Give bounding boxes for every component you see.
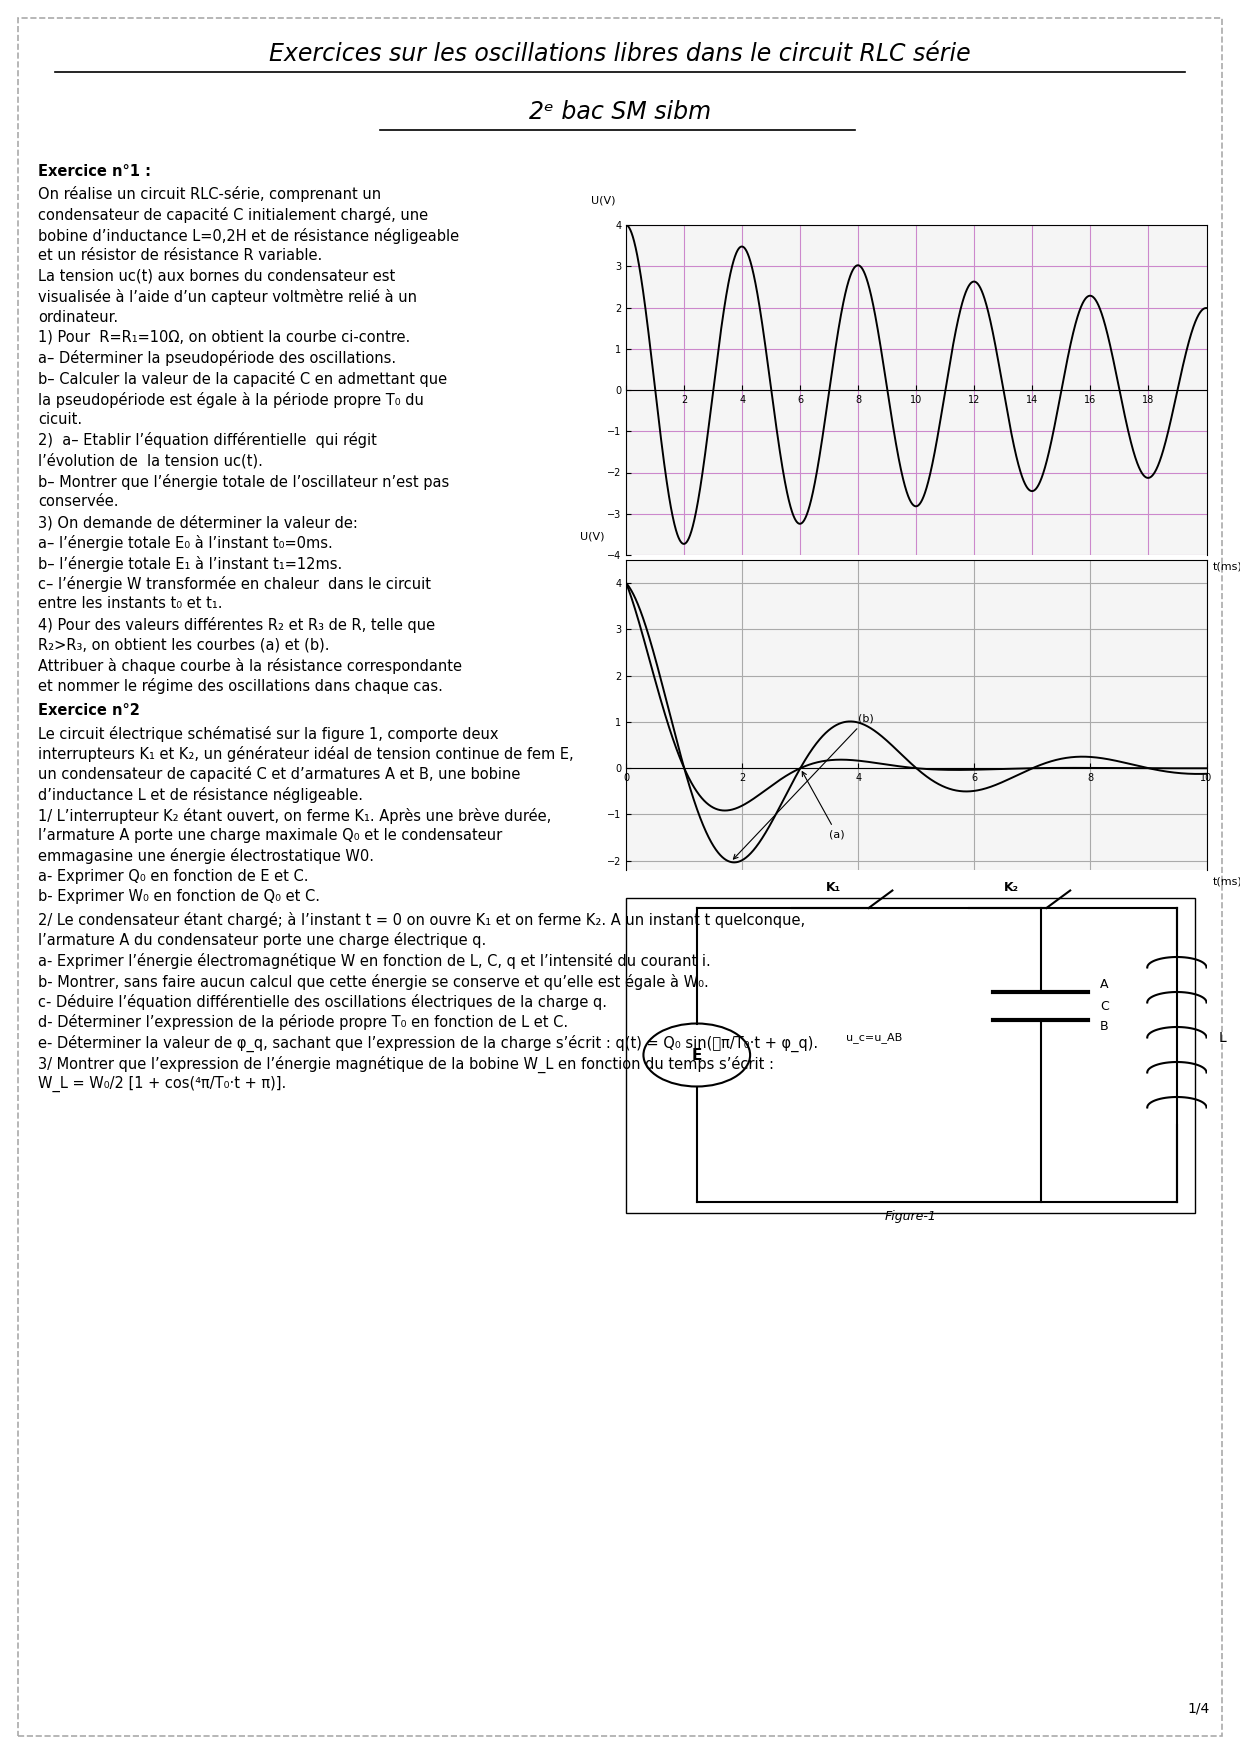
Text: conservée.: conservée. [38,495,119,509]
Text: Figure-1: Figure-1 [884,1210,936,1223]
Text: On réalise un circuit RLC-série, comprenant un: On réalise un circuit RLC-série, compren… [38,186,381,202]
Text: t(ms): t(ms) [1213,877,1240,886]
Text: b- Exprimer W₀ en fonction de Q₀ et C.: b- Exprimer W₀ en fonction de Q₀ et C. [38,889,320,905]
Text: b– Montrer que l’énergie totale de l’oscillateur n’est pas: b– Montrer que l’énergie totale de l’osc… [38,474,449,489]
Text: 2/ Le condensateur étant chargé; à l’instant t = 0 on ouvre K₁ et on ferme K₂. A: 2/ Le condensateur étant chargé; à l’ins… [38,912,805,928]
Text: l’armature A du condensateur porte une charge électrique q.: l’armature A du condensateur porte une c… [38,933,486,949]
Text: a– l’énergie totale E₀ à l’instant t₀=0ms.: a– l’énergie totale E₀ à l’instant t₀=0m… [38,535,332,551]
Text: u_c=u_AB: u_c=u_AB [847,1031,903,1044]
Text: Exercice n°2: Exercice n°2 [38,703,140,717]
Text: b– l’énergie totale E₁ à l’instant t₁=12ms.: b– l’énergie totale E₁ à l’instant t₁=12… [38,556,342,572]
Text: e- Déterminer la valeur de φ_q, sachant que l’expression de la charge s’écrit : : e- Déterminer la valeur de φ_q, sachant … [38,1035,818,1052]
Text: K₂: K₂ [1003,881,1018,895]
Text: et un résistor de résistance R variable.: et un résistor de résistance R variable. [38,247,322,263]
Text: bobine d’inductance L=0,2H et de résistance négligeable: bobine d’inductance L=0,2H et de résista… [38,228,459,244]
Text: U(V): U(V) [580,531,604,542]
Text: condensateur de capacité C initialement chargé, une: condensateur de capacité C initialement … [38,207,428,223]
Text: 1) Pour  R=R₁=10Ω, on obtient la courbe ci-contre.: 1) Pour R=R₁=10Ω, on obtient la courbe c… [38,330,410,346]
Text: 1/ L’interrupteur K₂ étant ouvert, on ferme K₁. Après une brève durée,: 1/ L’interrupteur K₂ étant ouvert, on fe… [38,807,552,823]
Text: a– Déterminer la pseudopériode des oscillations.: a– Déterminer la pseudopériode des oscil… [38,351,396,367]
Text: Exercices sur les oscillations libres dans le circuit RLC série: Exercices sur les oscillations libres da… [269,42,971,67]
Text: emmagasine une énergie électrostatique W0.: emmagasine une énergie électrostatique W… [38,849,374,865]
Text: et nommer le régime des oscillations dans chaque cas.: et nommer le régime des oscillations dan… [38,679,443,695]
Text: R₂>R₃, on obtient les courbes (a) et (b).: R₂>R₃, on obtient les courbes (a) et (b)… [38,637,330,652]
Text: 2)  a– Etablir l’équation différentielle  qui régit: 2) a– Etablir l’équation différentielle … [38,433,377,449]
Text: c– l’énergie W transformée en chaleur  dans le circuit: c– l’énergie W transformée en chaleur da… [38,575,432,593]
Text: visualisée à l’aide d’un capteur voltmètre relié à un: visualisée à l’aide d’un capteur voltmèt… [38,289,417,305]
Text: E: E [692,1047,702,1063]
Text: (b): (b) [733,714,874,859]
Text: cicuit.: cicuit. [38,412,82,426]
Text: 2ᵉ bac SM sibm: 2ᵉ bac SM sibm [529,100,711,125]
Text: Attribuer à chaque courbe à la résistance correspondante: Attribuer à chaque courbe à la résistanc… [38,658,463,674]
Text: d’inductance L et de résistance négligeable.: d’inductance L et de résistance négligea… [38,788,363,803]
Text: 1/4: 1/4 [1188,1701,1210,1715]
Text: L: L [1219,1031,1226,1044]
Text: 4) Pour des valeurs différentes R₂ et R₃ de R, telle que: 4) Pour des valeurs différentes R₂ et R₃… [38,617,435,633]
Text: La tension uᴄ(t) aux bornes du condensateur est: La tension uᴄ(t) aux bornes du condensat… [38,268,396,284]
Text: 3) On demande de déterminer la valeur de:: 3) On demande de déterminer la valeur de… [38,514,358,530]
Text: W_L = W₀/2 [1 + cos(⁴π/T₀·t + π)].: W_L = W₀/2 [1 + cos(⁴π/T₀·t + π)]. [38,1075,286,1093]
Text: la pseudopériode est égale à la période propre T₀ du: la pseudopériode est égale à la période … [38,391,424,407]
Text: b– Calculer la valeur de la capacité C en admettant que: b– Calculer la valeur de la capacité C e… [38,372,448,388]
Text: Le circuit électrique schématisé sur la figure 1, comporte deux: Le circuit électrique schématisé sur la … [38,726,498,742]
Text: entre les instants t₀ et t₁.: entre les instants t₀ et t₁. [38,596,222,612]
Text: (a): (a) [802,772,844,840]
Text: a- Exprimer Q₀ en fonction de E et C.: a- Exprimer Q₀ en fonction de E et C. [38,868,309,884]
Text: a- Exprimer l’énergie électromagnétique W en fonction de L, C, q et l’intensité : a- Exprimer l’énergie électromagnétique … [38,952,711,968]
Text: b- Montrer, sans faire aucun calcul que cette énergie se conserve et qu’elle est: b- Montrer, sans faire aucun calcul que … [38,973,709,989]
Text: d- Déterminer l’expression de la période propre T₀ en fonction de L et C.: d- Déterminer l’expression de la période… [38,1014,568,1031]
Text: ordinateur.: ordinateur. [38,309,118,324]
Text: un condensateur de capacité C et d’armatures A et B, une bobine: un condensateur de capacité C et d’armat… [38,766,521,782]
Text: K₁: K₁ [826,881,841,895]
Text: t(ms): t(ms) [1213,561,1240,572]
Text: C: C [1100,1000,1109,1012]
Text: l’évolution de  la tension uᴄ(t).: l’évolution de la tension uᴄ(t). [38,453,263,468]
Text: B: B [1100,1021,1109,1033]
Text: Exercice n°1 :: Exercice n°1 : [38,165,151,179]
Text: c- Déduire l’équation différentielle des oscillations électriques de la charge q: c- Déduire l’équation différentielle des… [38,995,608,1010]
Text: interrupteurs K₁ et K₂, un générateur idéal de tension continue de fem E,: interrupteurs K₁ et K₂, un générateur id… [38,745,574,761]
Text: 3/ Montrer que l’expression de l’énergie magnétique de la bobine W_L en fonction: 3/ Montrer que l’expression de l’énergie… [38,1056,774,1073]
Text: l’armature A porte une charge maximale Q₀ et le condensateur: l’armature A porte une charge maximale Q… [38,828,502,844]
Text: U(V): U(V) [591,195,616,205]
Text: A: A [1100,979,1109,991]
